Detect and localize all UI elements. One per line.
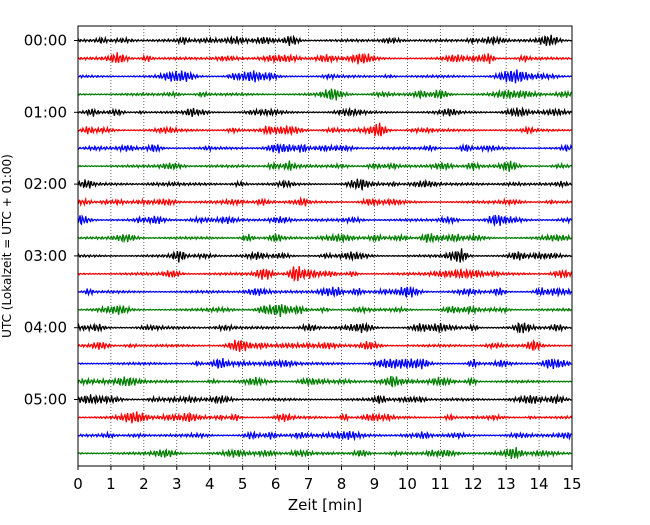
y-tick-label: 04:00 <box>24 319 67 337</box>
y-tick-label: 00:00 <box>24 32 67 50</box>
x-tick-label: 8 <box>337 475 347 493</box>
seismic-trace <box>77 357 572 370</box>
y-axis: 00:00 01:00 02:00 03:00 04:00 05:00 <box>24 32 78 409</box>
seismic-trace <box>77 69 572 84</box>
y-tick-label: 03:00 <box>24 247 67 265</box>
seismic-trace <box>77 34 572 47</box>
x-tick-label: 11 <box>431 475 450 493</box>
x-tick-label: 5 <box>238 475 248 493</box>
seismic-trace <box>77 447 572 460</box>
seismic-trace <box>77 393 572 406</box>
seismic-trace <box>77 248 572 263</box>
seismic-trace <box>77 142 573 154</box>
y-axis-label: UTC (Lokalzeit = UTC + 01:00) <box>0 154 14 338</box>
y-tick-label: 02:00 <box>24 175 67 193</box>
seismic-trace <box>77 375 572 388</box>
seismic-trace <box>77 122 572 137</box>
x-tick-label: 6 <box>271 475 281 493</box>
seismic-trace <box>77 52 572 65</box>
seismic-trace <box>77 196 573 208</box>
x-tick-label: 0 <box>73 475 83 493</box>
seismic-trace <box>77 411 573 424</box>
x-tick-label: 10 <box>398 475 417 493</box>
seismic-trace <box>77 232 573 244</box>
x-tick-label: 3 <box>172 475 182 493</box>
seismic-trace <box>77 430 572 442</box>
grid-layer <box>110 26 540 466</box>
y-tick-label: 01:00 <box>24 103 67 121</box>
x-tick-label: 13 <box>497 475 516 493</box>
seismic-trace <box>77 178 573 191</box>
seismic-trace <box>77 321 572 334</box>
x-tick-label: 9 <box>370 475 380 493</box>
x-tick-label: 12 <box>464 475 483 493</box>
seismic-trace <box>77 304 572 317</box>
seismic-trace <box>77 160 573 172</box>
x-axis: 0 1 2 3 4 5 6 7 8 9 10 11 12 13 14 15 <box>73 466 582 493</box>
trace-layer <box>77 34 573 460</box>
x-axis-label: Zeit [min] <box>288 496 362 514</box>
x-tick-label: 1 <box>106 475 116 493</box>
seismic-trace <box>77 286 573 299</box>
seismic-trace <box>77 88 572 101</box>
seismic-trace <box>77 266 573 283</box>
x-tick-label: 15 <box>562 475 581 493</box>
x-tick-label: 2 <box>139 475 149 493</box>
x-tick-label: 14 <box>530 475 549 493</box>
seismic-trace <box>77 338 572 352</box>
y-tick-label: 05:00 <box>24 391 67 409</box>
seismic-trace <box>77 214 573 228</box>
plot-frame <box>77 25 573 467</box>
seismic-trace <box>77 106 573 118</box>
x-tick-label: 4 <box>205 475 215 493</box>
x-tick-label: 7 <box>304 475 314 493</box>
